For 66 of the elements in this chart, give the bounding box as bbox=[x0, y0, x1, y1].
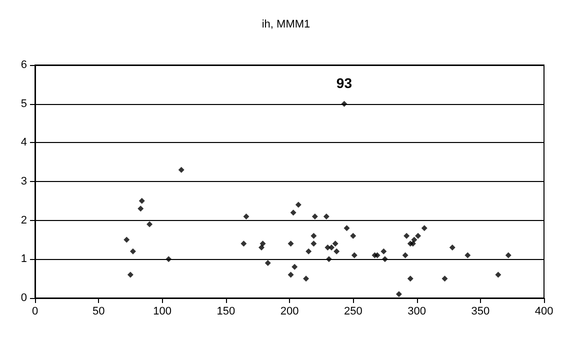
chart-title: ih, MMM1 bbox=[262, 18, 310, 30]
point bbox=[334, 248, 340, 254]
point bbox=[166, 256, 172, 262]
y-tick-label: 0 bbox=[20, 292, 27, 304]
point bbox=[146, 221, 153, 228]
point bbox=[240, 240, 247, 247]
x-tick-label: 250 bbox=[344, 306, 362, 318]
x-tick-label: 400 bbox=[534, 306, 554, 318]
point bbox=[288, 272, 294, 278]
point bbox=[396, 291, 402, 298]
point bbox=[464, 252, 471, 258]
point bbox=[407, 276, 414, 282]
y-tick-label: 1 bbox=[20, 253, 27, 266]
y-tick-label: 2 bbox=[20, 214, 27, 226]
x-tick-label: 150 bbox=[216, 306, 236, 318]
point bbox=[303, 276, 310, 282]
point bbox=[328, 244, 334, 251]
point bbox=[341, 100, 348, 107]
y-tick-label: 3 bbox=[20, 176, 27, 188]
x-tick-label: 0 bbox=[32, 306, 38, 318]
point bbox=[310, 232, 317, 239]
y-tick-label: 6 bbox=[20, 59, 27, 71]
x-tick-label: 200 bbox=[280, 306, 299, 318]
point bbox=[292, 264, 298, 270]
y-tick-label: 4 bbox=[20, 136, 27, 149]
point bbox=[124, 236, 130, 243]
x-tick-label: 300 bbox=[408, 306, 426, 318]
point bbox=[258, 244, 265, 251]
point bbox=[351, 252, 358, 258]
y-tick-label: 5 bbox=[20, 98, 27, 110]
point bbox=[442, 276, 448, 282]
point bbox=[306, 248, 312, 254]
point bbox=[421, 225, 428, 232]
point bbox=[495, 272, 502, 278]
point bbox=[290, 210, 296, 216]
x-tick-label: 100 bbox=[153, 306, 172, 318]
point bbox=[404, 232, 410, 239]
point bbox=[288, 240, 294, 247]
point bbox=[138, 206, 144, 212]
point bbox=[310, 240, 317, 247]
point bbox=[415, 232, 422, 239]
point bbox=[130, 248, 136, 254]
point bbox=[295, 202, 302, 208]
point bbox=[332, 240, 338, 247]
point bbox=[410, 240, 416, 247]
point bbox=[264, 260, 271, 266]
point bbox=[260, 240, 266, 247]
point bbox=[505, 252, 512, 258]
point bbox=[380, 248, 387, 254]
point bbox=[127, 272, 134, 278]
point bbox=[312, 213, 318, 220]
point bbox=[382, 256, 388, 262]
point bbox=[323, 213, 330, 220]
annotation: 93 bbox=[336, 74, 352, 91]
point bbox=[178, 166, 184, 173]
point bbox=[344, 225, 350, 232]
point bbox=[326, 256, 332, 262]
x-tick-label: 50 bbox=[92, 306, 105, 318]
point bbox=[374, 252, 380, 258]
point bbox=[449, 244, 456, 251]
x-tick-label: 350 bbox=[471, 306, 490, 318]
point bbox=[138, 198, 145, 204]
point bbox=[411, 236, 418, 243]
point bbox=[243, 213, 250, 220]
point bbox=[402, 252, 408, 258]
point bbox=[350, 232, 356, 239]
